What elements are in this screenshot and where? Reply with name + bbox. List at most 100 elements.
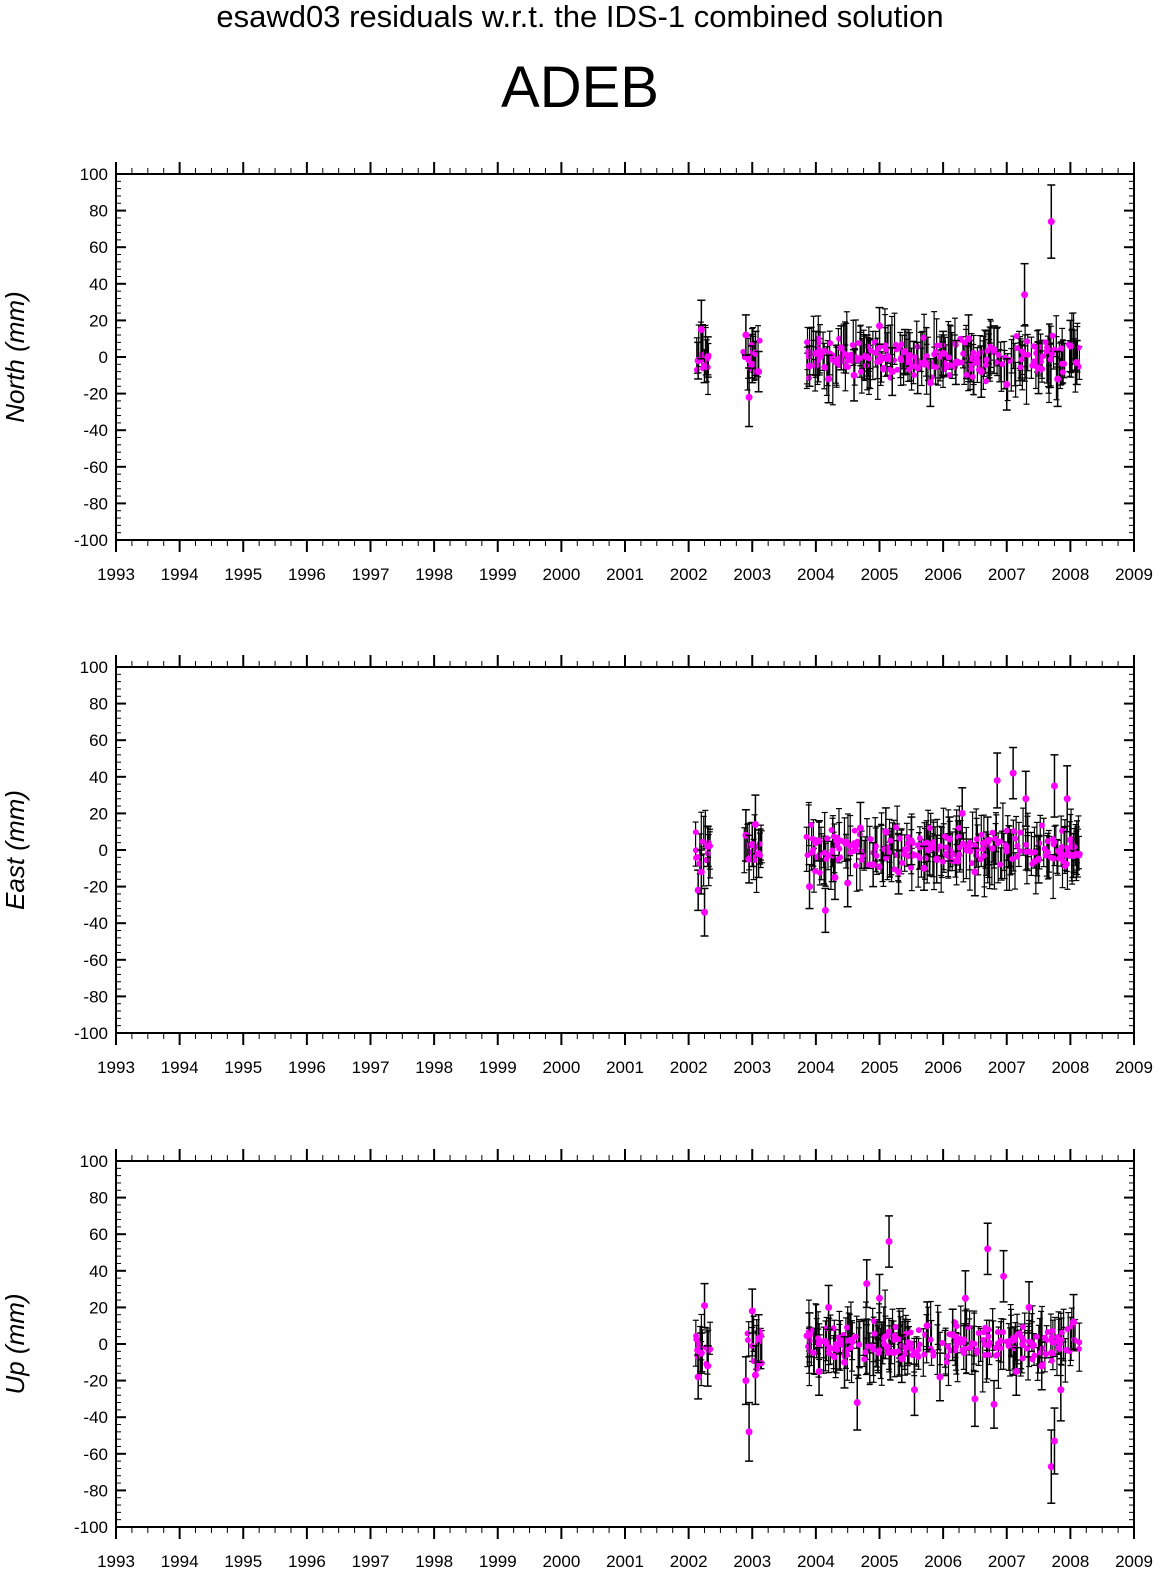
residual-point [808,821,815,828]
x-tick-label: 2008 [1051,565,1089,584]
data-point [841,1358,849,1366]
residual-point [966,839,973,846]
data-point [863,1280,871,1288]
x-tick-label: 1997 [352,565,390,584]
residual-point [973,836,980,843]
data-point [1070,1318,1078,1326]
residual-point [923,353,930,360]
x-tick-label: 2008 [1051,1058,1089,1077]
residual-point [881,1340,888,1347]
y-tick-label: 0 [99,841,108,860]
residual-point [1039,1345,1046,1352]
data-point [965,335,973,343]
residual-point [937,843,944,850]
residual-point [1030,1342,1037,1349]
data-point [971,868,979,876]
residual-point [887,837,894,844]
residual-point [967,1344,974,1351]
residual-point [1060,858,1067,865]
residual-point [864,1343,871,1350]
residual-point [832,1341,839,1348]
residual-point [823,1340,830,1347]
residual-point [1062,863,1069,870]
y-tick-label: -80 [83,1481,108,1500]
residual-point [927,1345,934,1352]
residual-point [1016,1330,1023,1337]
residual-point [740,348,747,355]
residual-point [961,1345,968,1352]
residual-point [1044,1328,1051,1335]
residual-point [875,345,882,352]
residual-point [955,858,962,865]
residual-point [986,1339,993,1346]
x-tick-label: 2003 [733,565,771,584]
y-tick-label: -40 [83,421,108,440]
data-point [825,1303,833,1311]
residual-point [894,851,901,858]
residual-point [1029,1356,1036,1363]
data-point [812,349,820,357]
residual-point [840,838,847,845]
x-tick-label: 2003 [733,1552,771,1571]
x-tick-label: 2002 [670,565,708,584]
data-point [1012,1367,1020,1375]
data-point [1038,1362,1046,1370]
residual-point [815,335,822,342]
residual-point [875,1350,882,1357]
residual-point [694,854,701,861]
residual-point [1058,1329,1065,1336]
residual-point [873,852,880,859]
residual-point [1059,827,1066,834]
data-point [885,1238,893,1246]
residual-point [967,354,974,361]
residual-point [1024,338,1031,345]
residual-point [968,1340,975,1347]
y-tick-label: 40 [89,275,108,294]
x-tick-label: 2000 [542,1552,580,1571]
x-tick-label: 1995 [224,1552,262,1571]
x-tick-label: 1993 [97,1058,135,1077]
residual-point [1003,843,1010,850]
data-point [945,835,953,843]
residual-point [1023,841,1030,848]
residual-point [1014,345,1021,352]
data-point [1063,795,1071,803]
residual-point [1029,860,1036,867]
residual-point [914,1352,921,1359]
residual-point [928,845,935,852]
residual-point [902,1330,909,1337]
data-point [898,1355,906,1363]
residual-point [847,849,854,856]
data-point [704,1362,712,1370]
y-tick-label: -60 [83,951,108,970]
residual-point [934,342,941,349]
residual-point [821,363,828,370]
residual-point [906,354,913,361]
data-point [806,883,814,891]
residual-point [974,1349,981,1356]
residual-point [898,341,905,348]
station-title: ADEB [501,55,659,120]
plot-frame [115,1160,1135,1528]
data-point [949,1331,957,1339]
residual-point [1003,848,1010,855]
residual-point [881,355,888,362]
residual-point [944,363,951,370]
residual-point [888,356,895,363]
residual-point [969,373,976,380]
residual-point [824,835,831,842]
residual-point [1005,1342,1012,1349]
x-tick-label: 2001 [606,565,644,584]
residual-point [832,359,839,366]
residual-point [1047,1349,1054,1356]
residual-point [1017,364,1024,371]
residual-point [969,860,976,867]
residual-point [1031,849,1038,856]
y-tick-label: 80 [89,202,108,221]
residual-point [999,1329,1006,1336]
residual-point [847,1336,854,1343]
residual-point [892,1324,899,1331]
data-point [755,1335,763,1343]
data-point [984,1245,992,1253]
